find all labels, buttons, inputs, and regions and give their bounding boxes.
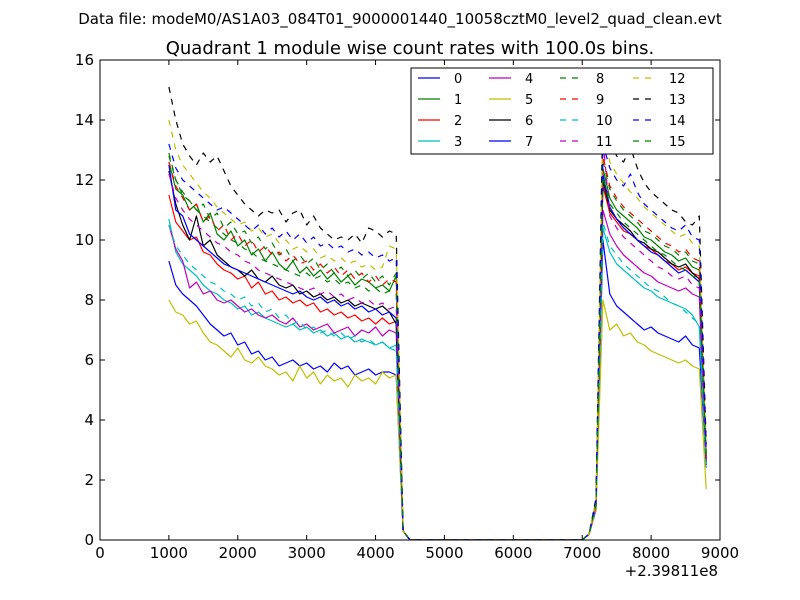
x-tick-label: 6000 (494, 544, 532, 562)
series-line-8 (168, 152, 707, 540)
legend-label-8: 8 (596, 72, 604, 87)
y-tick-label: 10 (75, 231, 94, 249)
series-line-2 (168, 185, 707, 540)
series-line-7 (168, 164, 707, 540)
y-tick-label: 2 (84, 471, 94, 489)
series-line-12 (168, 119, 707, 540)
series-line-1 (168, 161, 707, 540)
legend-label-6: 6 (525, 114, 533, 129)
legend-label-7: 7 (525, 135, 533, 150)
x-tick-label: 4000 (356, 544, 394, 562)
legend-label-11: 11 (596, 135, 613, 150)
legend-label-1: 1 (454, 93, 462, 108)
series-line-13 (168, 86, 707, 540)
x-tick-label: 0 (95, 544, 105, 562)
chart-title: Quadrant 1 module wise count rates with … (166, 38, 655, 59)
legend-label-13: 13 (669, 93, 686, 108)
legend-label-2: 2 (454, 114, 462, 129)
x-tick-label: 1000 (150, 544, 188, 562)
legend-label-14: 14 (669, 114, 686, 129)
suptitle: Data file: modeM0/AS1A03_084T01_90000014… (78, 10, 722, 29)
y-tick-label: 14 (75, 111, 94, 129)
series-line-0 (168, 239, 707, 540)
x-tick-label: 2000 (219, 544, 257, 562)
x-tick-label: 3000 (288, 544, 326, 562)
series-line-9 (168, 155, 707, 540)
legend-label-9: 9 (596, 93, 604, 108)
axes-ticks: 0 1000 2000 3000 4000 5000 6000 7000 8000 9000 0 2 4… (75, 51, 739, 562)
legend-label-0: 0 (454, 72, 462, 87)
legend-label-5: 5 (525, 93, 533, 108)
series-layer (168, 86, 707, 540)
x-tick-label: 9000 (701, 544, 739, 562)
legend-label-10: 10 (596, 114, 613, 129)
y-tick-label: 6 (84, 351, 94, 369)
y-tick-label: 4 (84, 411, 94, 429)
series-line-14 (168, 143, 707, 540)
y-tick-label: 0 (84, 531, 94, 549)
x-tick-label: 7000 (563, 544, 601, 562)
y-tick-label: 8 (84, 291, 94, 309)
legend-frame (410, 67, 714, 155)
x-tick-label: 8000 (632, 544, 670, 562)
y-tick-label: 12 (75, 171, 94, 189)
y-tick-label: 16 (75, 51, 94, 69)
legend-label-12: 12 (669, 72, 686, 87)
x-offset-label: +2.39811e8 (625, 562, 718, 580)
legend-label-4: 4 (525, 72, 533, 87)
series-line-4 (168, 209, 707, 540)
legend-label-3: 3 (454, 135, 462, 150)
series-line-5 (168, 299, 707, 540)
x-tick-label: 5000 (425, 544, 463, 562)
series-line-3 (168, 218, 707, 540)
legend-label-15: 15 (669, 135, 686, 150)
series-line-11 (168, 137, 707, 540)
